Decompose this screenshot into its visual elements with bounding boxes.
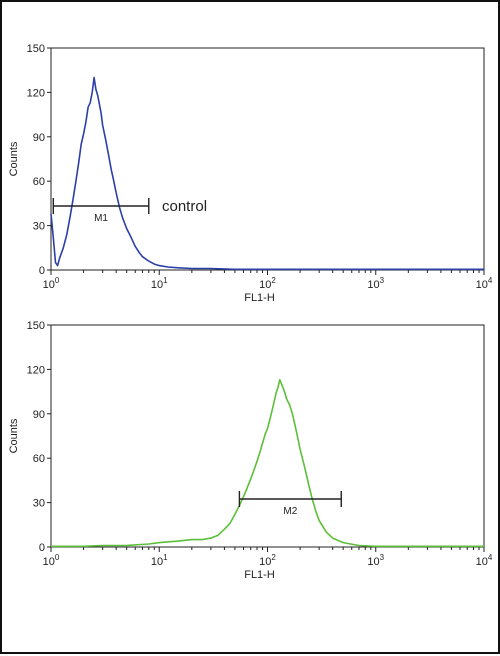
histogram-line (51, 378, 484, 548)
x-tick-label: 104 (476, 553, 493, 568)
y-tick-label: 150 (27, 43, 45, 55)
plot-frame (50, 324, 485, 548)
x-tick-label: 103 (367, 553, 384, 568)
chart-panel-1: 0 30 60 90 120 150 100 101 102 103 104 FL1-H Counts M… (8, 43, 493, 304)
annotation-text: control (162, 198, 207, 215)
x-axis-label: FL1-H (244, 569, 275, 581)
y-tick-label: 120 (27, 364, 45, 376)
x-tick-label: 100 (43, 553, 60, 568)
gate-label: M2 (283, 506, 297, 517)
y-tick-label: 30 (33, 221, 45, 233)
gate-label: M1 (94, 213, 108, 224)
chart-panel-2: 0 30 60 90 120 150 100 101 102 103 104 FL1-H Counts M… (8, 320, 493, 581)
y-tick-label: 30 (33, 498, 45, 510)
y-tick-label: 120 (27, 87, 45, 99)
x-tick-label: 101 (151, 553, 168, 568)
x-tick-label: 102 (259, 553, 276, 568)
x-tick-label: 103 (367, 276, 384, 291)
y-tick-label: 0 (39, 265, 45, 277)
histogram-line (50, 76, 484, 271)
y-axis-label: Counts (8, 418, 20, 453)
x-tick-label: 104 (476, 276, 493, 291)
x-tick-label: 101 (151, 276, 168, 291)
plot-frame (50, 47, 485, 271)
x-axis-label: FL1-H (244, 292, 275, 304)
y-tick-label: 60 (33, 453, 45, 465)
x-tick-label: 102 (259, 276, 276, 291)
y-axis-label: Counts (8, 141, 20, 176)
y-tick-label: 90 (33, 409, 45, 421)
y-tick-label: 60 (33, 176, 45, 188)
y-tick-label: 0 (39, 542, 45, 554)
x-tick-label: 100 (43, 276, 60, 291)
y-tick-label: 90 (33, 132, 45, 144)
y-tick-label: 150 (27, 320, 45, 332)
